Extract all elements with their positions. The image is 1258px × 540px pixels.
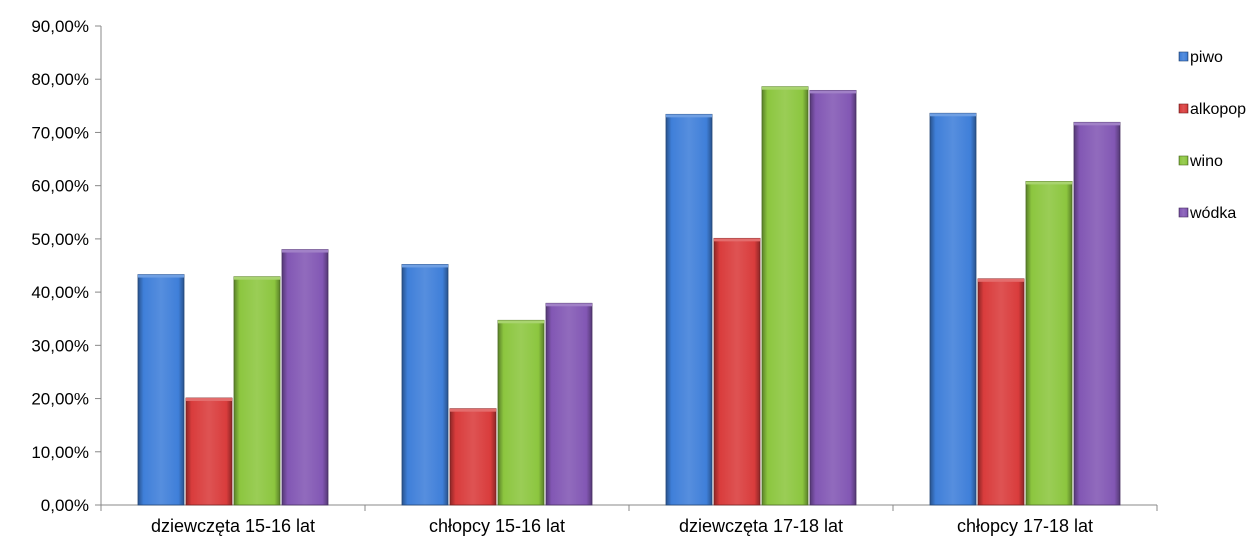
y-tick-label: 90,00% — [31, 17, 89, 36]
legend-swatch-alkopop — [1178, 103, 1189, 114]
x-category-label: dziewczęta 15-16 lat — [151, 516, 315, 536]
y-tick-label: 50,00% — [31, 230, 89, 249]
bar-highlight — [282, 249, 328, 253]
bar-highlight — [546, 303, 592, 307]
bar-highlight — [810, 90, 856, 94]
y-tick-label: 80,00% — [31, 70, 89, 89]
bar-piwo — [665, 113, 713, 506]
y-tick-label: 60,00% — [31, 177, 89, 196]
y-tick-label: 20,00% — [31, 390, 89, 409]
x-category-label: dziewczęta 17-18 lat — [679, 516, 843, 536]
bar-piwo — [929, 112, 977, 506]
bar-highlight — [186, 398, 232, 402]
y-tick-label: 70,00% — [31, 123, 89, 142]
bar-wino — [761, 86, 809, 506]
x-category-label: chłopcy 15-16 lat — [429, 516, 565, 536]
bar-alkopop — [185, 397, 233, 506]
legend-label: alkopop — [1190, 101, 1246, 118]
bar-highlight — [138, 274, 184, 278]
bar-highlight — [666, 114, 712, 118]
y-tick-label: 0,00% — [41, 496, 89, 515]
bar-wódka — [281, 249, 329, 506]
bar-highlight — [1026, 181, 1072, 185]
bar-piwo — [401, 264, 449, 506]
legend-swatch-piwo — [1178, 51, 1189, 62]
bar-highlight — [450, 408, 496, 412]
legend: piwo alkopop wino wódka — [1178, 49, 1246, 222]
bar-highlight — [930, 113, 976, 117]
legend-label: piwo — [1190, 49, 1223, 66]
axis-labels: 0,00% 10,00% 20,00% 30,00% 40,00% 50,00% 60,00… — [31, 17, 1093, 536]
bar-wino — [233, 276, 281, 506]
bar-highlight — [978, 278, 1024, 282]
bar-piwo — [137, 274, 185, 506]
bar-wódka — [809, 89, 857, 506]
bar-wódka — [1073, 121, 1121, 506]
bars — [137, 86, 1121, 506]
bar-wino — [497, 319, 545, 506]
bar-highlight — [762, 86, 808, 90]
bar-highlight — [234, 276, 280, 280]
bar-wino — [1025, 181, 1073, 506]
legend-label: wino — [1189, 153, 1223, 170]
bar-alkopop — [977, 278, 1025, 506]
legend-label: wódka — [1189, 205, 1236, 222]
bar-wódka — [545, 302, 593, 506]
y-tick-label: 10,00% — [31, 443, 89, 462]
y-tick-label: 30,00% — [31, 336, 89, 355]
bar-highlight — [714, 238, 760, 242]
x-category-label: chłopcy 17-18 lat — [957, 516, 1093, 536]
legend-swatch-wino — [1178, 155, 1189, 166]
bar-alkopop — [713, 237, 761, 506]
bar-highlight — [1074, 122, 1120, 126]
bar-highlight — [402, 264, 448, 268]
legend-swatch-wódka — [1178, 207, 1189, 218]
bar-alkopop — [449, 408, 497, 506]
bar-highlight — [498, 320, 544, 324]
y-tick-label: 40,00% — [31, 283, 89, 302]
